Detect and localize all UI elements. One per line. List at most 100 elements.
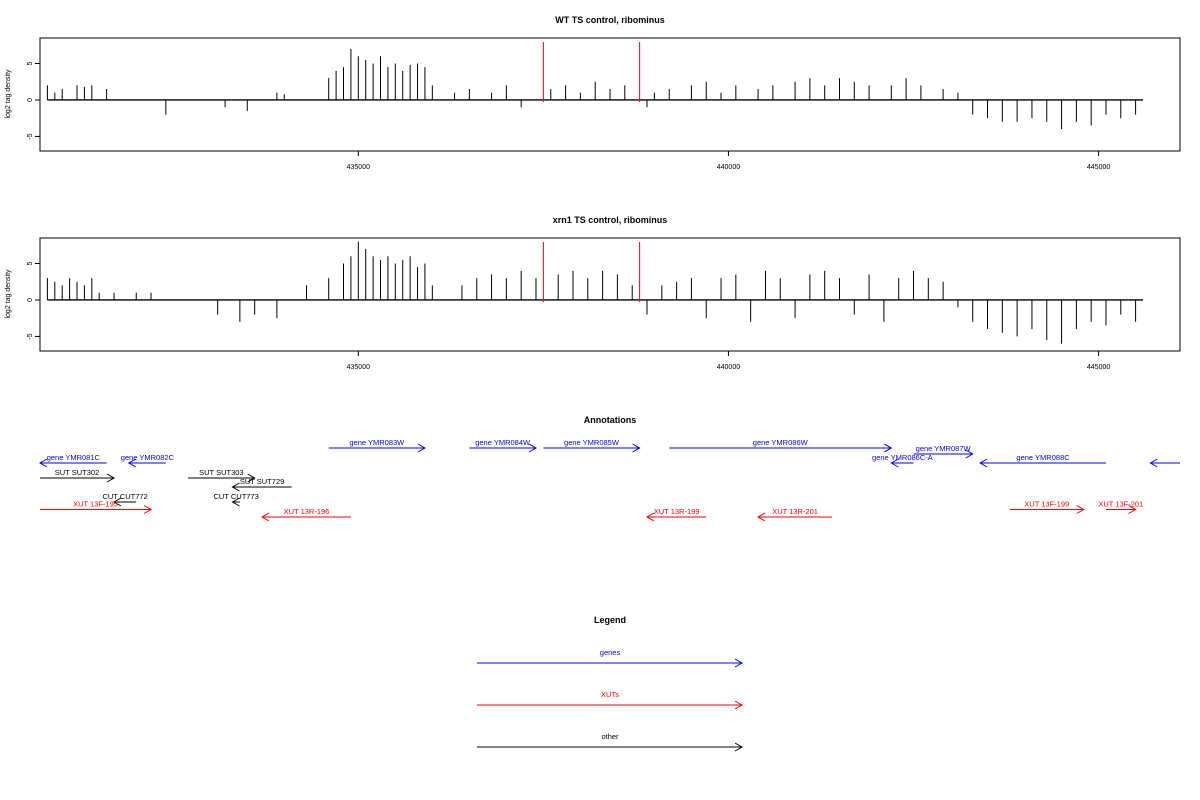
feature-label: SUT SUT729 — [240, 477, 284, 486]
y-tick-label: -5 — [27, 133, 34, 139]
feature-label: gene YMR086W — [753, 438, 809, 447]
y-tick-label: 0 — [27, 98, 34, 102]
feature-label: XUT 13F-195 — [73, 500, 118, 509]
legend-item: other — [477, 732, 744, 752]
arrow-head — [734, 658, 744, 668]
feature-label: XUT 13R-196 — [284, 507, 330, 516]
legend-label: XUTs — [601, 690, 619, 699]
axes: 435000 440000 445000 -5 0 5 — [27, 261, 1110, 371]
annotation-feature: CUT CUT772 — [102, 492, 148, 507]
annotations-track: Annotations gene YMR081C gene YMR082Cgene… — [38, 415, 1180, 522]
annotation-feature: SUT SUT302 — [40, 468, 116, 483]
annotation-feature: XUT 13F-195 — [40, 500, 153, 514]
y-tick-label: 0 — [27, 298, 34, 302]
y-tick-label: 5 — [27, 261, 34, 265]
arrow-head — [528, 443, 537, 453]
feature-label: gene YMR082C — [121, 453, 175, 462]
arrow-head — [1149, 458, 1158, 468]
coverage-panel-xrn1: xrn1 TS control, ribominus log2 tag dens… — [5, 215, 1181, 371]
x-tick-label: 435000 — [347, 164, 370, 171]
arrow-head — [106, 473, 116, 483]
feature-label: gene YMR083W — [349, 438, 405, 447]
arrow-head — [757, 512, 766, 522]
arrow-head — [734, 742, 744, 752]
legend-items: genes XUTs other — [477, 648, 744, 752]
y-tick-label: -5 — [27, 333, 34, 339]
annotation-feature: XUT 13F-199 — [1009, 500, 1085, 514]
panel-title: xrn1 TS control, ribominus — [553, 215, 668, 225]
arrow-head — [113, 497, 122, 507]
coverage-bars — [46, 241, 1143, 344]
arrow-head — [247, 473, 256, 483]
feature-label: gene YMR081C — [47, 453, 101, 462]
annotation-features: gene YMR081C gene YMR082C gene YMR083W gene… — [38, 438, 1180, 522]
arrow-head — [231, 482, 240, 492]
feature-label: gene YMR086C-A — [872, 453, 933, 462]
arrow-head — [884, 443, 893, 453]
feature-label: gene YMR084W — [475, 438, 531, 447]
arrow-head — [127, 458, 137, 468]
legend-label: genes — [600, 648, 621, 657]
annotation-feature: XUT 13R-199 — [646, 507, 707, 522]
coverage-panel-wt: WT TS control, ribominus log2 tag densit… — [5, 15, 1181, 171]
arrow-head — [1076, 505, 1085, 514]
legend-item: genes — [477, 648, 744, 668]
arrow-head — [143, 505, 153, 514]
y-axis-label: log2 tag density — [5, 269, 12, 319]
feature-label: XUT 13F-201 — [1098, 500, 1143, 509]
annotation-feature: gene YMR084W — [469, 438, 537, 453]
annotation-feature: XUT 13R-201 — [757, 507, 833, 522]
annotation-feature: gene YMR083W — [328, 438, 426, 453]
y-tick-label: 5 — [27, 61, 34, 65]
y-axis-label: log2 tag density — [5, 69, 12, 119]
arrow-head — [1128, 505, 1137, 514]
annotation-feature: XUT 13R-196 — [261, 507, 351, 522]
annotation-feature: SUT SUT729 — [231, 477, 292, 492]
arrow-head — [261, 512, 270, 522]
arrow-head — [231, 497, 240, 507]
annotation-feature: gene YMR081C — [38, 453, 107, 468]
feature-label: XUT 13R-201 — [772, 507, 818, 516]
arrow-head — [632, 443, 641, 453]
arrow-head — [417, 443, 426, 453]
annotation-feature: gene YMR085W — [543, 438, 641, 453]
plot-frame — [39, 37, 1181, 152]
annotations-title: Annotations — [584, 415, 637, 425]
legend-title: Legend — [594, 615, 626, 625]
x-tick-label: 445000 — [1087, 364, 1110, 371]
axes: 435000 440000 445000 -5 0 5 — [27, 61, 1110, 171]
annotation-feature: gene YMR086C-A — [872, 453, 933, 468]
arrow-head — [646, 512, 655, 522]
feature-label: CUT CUT772 — [102, 492, 147, 501]
x-tick-label: 435000 — [347, 364, 370, 371]
annotation-feature: gene YMR086W — [669, 438, 893, 453]
x-tick-label: 440000 — [717, 164, 740, 171]
legend-item: XUTs — [477, 690, 744, 710]
legend-label: other — [601, 732, 619, 741]
legend: Legend genes XUTs other — [477, 615, 744, 752]
arrow-head — [38, 458, 48, 468]
panel-title: WT TS control, ribominus — [555, 15, 665, 25]
plot-frame — [39, 237, 1181, 352]
feature-label: gene YMR085W — [564, 438, 620, 447]
annotation-feature: gene YMR087W — [913, 444, 974, 459]
feature-label: SUT SUT303 — [199, 468, 243, 477]
annotation-feature: gene YMR088C — [979, 453, 1106, 468]
arrow-head — [965, 449, 974, 459]
annotation-feature: SUT SUT303 — [188, 468, 256, 483]
annotation-feature: CUT CUT773 — [214, 492, 259, 507]
feature-label: XUT 13R-199 — [654, 507, 700, 516]
arrow-head — [734, 700, 744, 710]
arrow-head — [890, 458, 899, 468]
feature-label: XUT 13F-199 — [1024, 500, 1069, 509]
annotation-feature — [1149, 458, 1180, 468]
x-tick-label: 445000 — [1087, 164, 1110, 171]
feature-label: gene YMR088C — [1016, 453, 1070, 462]
annotation-feature: XUT 13F-201 — [1098, 500, 1143, 514]
feature-label: CUT CUT773 — [214, 492, 259, 501]
coverage-bars — [46, 42, 1143, 130]
annotation-feature: gene YMR082C — [121, 453, 175, 468]
feature-label: gene YMR087W — [916, 444, 972, 453]
x-tick-label: 440000 — [717, 364, 740, 371]
